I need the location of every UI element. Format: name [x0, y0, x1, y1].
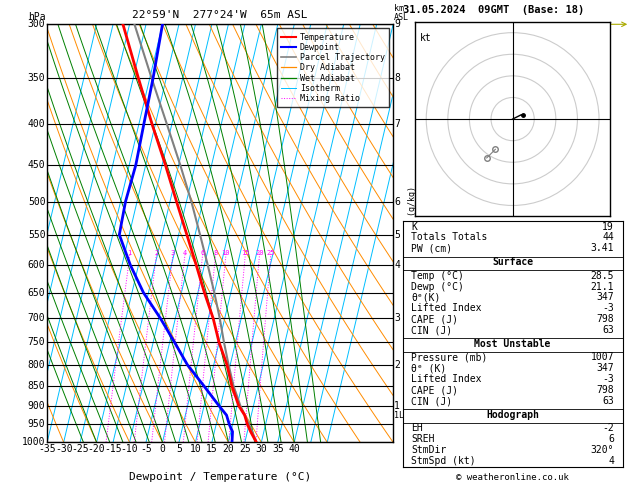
- Text: -3: -3: [602, 374, 614, 384]
- Text: kt: kt: [420, 33, 431, 43]
- Text: 44: 44: [602, 232, 614, 243]
- Text: -35: -35: [38, 444, 56, 454]
- Text: -10: -10: [121, 444, 138, 454]
- Text: 900: 900: [28, 400, 45, 411]
- Text: 7: 7: [394, 119, 400, 129]
- Text: 25: 25: [239, 444, 251, 454]
- Text: -25: -25: [71, 444, 89, 454]
- Text: 347: 347: [596, 293, 614, 302]
- Text: Surface: Surface: [492, 257, 533, 267]
- Text: Hodograph: Hodograph: [486, 410, 539, 420]
- Legend: Temperature, Dewpoint, Parcel Trajectory, Dry Adiabat, Wet Adiabat, Isotherm, Mi: Temperature, Dewpoint, Parcel Trajectory…: [277, 29, 389, 107]
- Text: Totals Totals: Totals Totals: [411, 232, 487, 243]
- Text: 2: 2: [154, 250, 159, 256]
- Text: 40: 40: [289, 444, 300, 454]
- Text: km
ASL: km ASL: [394, 4, 409, 22]
- Text: 1007: 1007: [591, 352, 614, 363]
- Text: 4: 4: [608, 456, 614, 466]
- Text: 4: 4: [182, 250, 187, 256]
- Text: 850: 850: [28, 381, 45, 391]
- Text: 8: 8: [394, 73, 400, 83]
- Text: 320°: 320°: [591, 445, 614, 455]
- Text: Dewpoint / Temperature (°C): Dewpoint / Temperature (°C): [129, 471, 311, 482]
- Text: -5: -5: [140, 444, 152, 454]
- Text: 20: 20: [223, 444, 234, 454]
- Text: 350: 350: [28, 73, 45, 83]
- Text: 5: 5: [394, 230, 400, 240]
- Text: 25: 25: [267, 250, 275, 256]
- Text: © weatheronline.co.uk: © weatheronline.co.uk: [456, 473, 569, 482]
- Text: 3: 3: [170, 250, 175, 256]
- Text: 6: 6: [201, 250, 204, 256]
- Text: 700: 700: [28, 313, 45, 324]
- Text: PW (cm): PW (cm): [411, 243, 452, 253]
- Text: 31.05.2024  09GMT  (Base: 18): 31.05.2024 09GMT (Base: 18): [403, 5, 584, 15]
- Text: 347: 347: [596, 364, 614, 373]
- Text: Lifted Index: Lifted Index: [411, 303, 482, 313]
- Text: 798: 798: [596, 314, 614, 324]
- Text: SREH: SREH: [411, 434, 435, 444]
- Text: 15: 15: [206, 444, 218, 454]
- Text: 3: 3: [394, 313, 400, 324]
- Text: 800: 800: [28, 360, 45, 370]
- Text: StmDir: StmDir: [411, 445, 447, 455]
- Text: 35: 35: [272, 444, 284, 454]
- Text: 750: 750: [28, 337, 45, 347]
- Text: 63: 63: [602, 396, 614, 406]
- Text: 8: 8: [213, 250, 218, 256]
- Text: 4: 4: [394, 260, 400, 270]
- Text: -2: -2: [602, 423, 614, 434]
- Text: 6: 6: [608, 434, 614, 444]
- Text: 450: 450: [28, 160, 45, 170]
- Text: 400: 400: [28, 119, 45, 129]
- Text: -30: -30: [55, 444, 72, 454]
- Text: 1LCL: 1LCL: [394, 411, 414, 420]
- Text: 300: 300: [28, 19, 45, 29]
- Text: 6: 6: [394, 197, 400, 207]
- Text: 2: 2: [394, 360, 400, 370]
- Text: θᵉ (K): θᵉ (K): [411, 364, 447, 373]
- Text: 63: 63: [602, 325, 614, 335]
- Text: 0: 0: [160, 444, 165, 454]
- Text: 19: 19: [602, 222, 614, 232]
- Text: 650: 650: [28, 288, 45, 298]
- Text: -3: -3: [602, 303, 614, 313]
- Text: 3.41: 3.41: [591, 243, 614, 253]
- Text: hPa: hPa: [28, 12, 45, 22]
- Text: 20: 20: [255, 250, 264, 256]
- Text: CAPE (J): CAPE (J): [411, 314, 459, 324]
- Text: EH: EH: [411, 423, 423, 434]
- Text: 10: 10: [189, 444, 201, 454]
- Text: 798: 798: [596, 385, 614, 395]
- Text: 9: 9: [394, 19, 400, 29]
- Text: K: K: [411, 222, 417, 232]
- Text: 550: 550: [28, 230, 45, 240]
- Text: -15: -15: [104, 444, 122, 454]
- Text: CIN (J): CIN (J): [411, 396, 452, 406]
- Text: 10: 10: [221, 250, 230, 256]
- Text: 1000: 1000: [22, 437, 45, 447]
- Text: -20: -20: [88, 444, 106, 454]
- Text: θᵉ(K): θᵉ(K): [411, 293, 441, 302]
- Text: CAPE (J): CAPE (J): [411, 385, 459, 395]
- Text: 5: 5: [176, 444, 182, 454]
- Text: CIN (J): CIN (J): [411, 325, 452, 335]
- Text: Pressure (mb): Pressure (mb): [411, 352, 487, 363]
- Text: Mixing Ratio (g/kg): Mixing Ratio (g/kg): [408, 186, 416, 281]
- Text: 21.1: 21.1: [591, 281, 614, 292]
- Text: 500: 500: [28, 197, 45, 207]
- Text: Most Unstable: Most Unstable: [474, 339, 551, 349]
- Text: 15: 15: [241, 250, 250, 256]
- Text: 1: 1: [128, 250, 131, 256]
- Text: Lifted Index: Lifted Index: [411, 374, 482, 384]
- Text: StmSpd (kt): StmSpd (kt): [411, 456, 476, 466]
- Text: 950: 950: [28, 419, 45, 430]
- Text: 22°59'N  277°24'W  65m ASL: 22°59'N 277°24'W 65m ASL: [132, 10, 308, 20]
- Text: 1: 1: [394, 400, 400, 411]
- Text: 30: 30: [255, 444, 267, 454]
- Text: 28.5: 28.5: [591, 271, 614, 281]
- Text: Dewp (°C): Dewp (°C): [411, 281, 464, 292]
- Text: 600: 600: [28, 260, 45, 270]
- Text: Temp (°C): Temp (°C): [411, 271, 464, 281]
